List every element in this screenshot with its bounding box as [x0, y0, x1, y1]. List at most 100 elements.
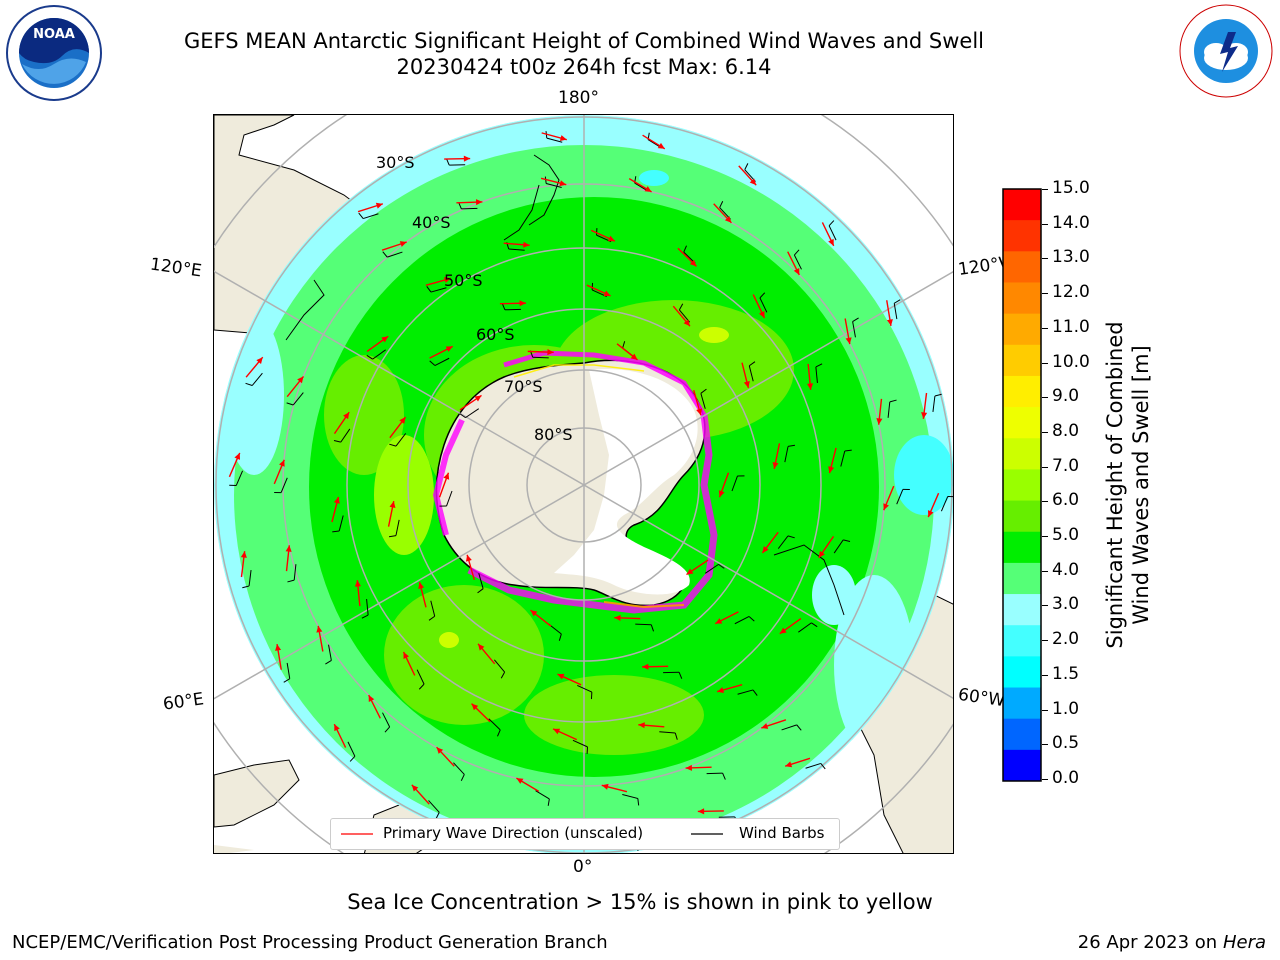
colorbar-tick-label: 7.0: [1052, 455, 1080, 476]
wave-direction-arrow: [465, 554, 475, 580]
wind-barb: [446, 158, 466, 166]
wind-barbs-layer: [229, 131, 953, 851]
wind-barb: [382, 712, 391, 733]
wave-direction-arrow: [821, 222, 835, 247]
wave-direction-arrow: [316, 625, 324, 652]
wave-direction-arrow: [411, 784, 430, 805]
wind-barb: [704, 563, 725, 574]
colorbar-tick-mark: [1042, 293, 1048, 295]
wave-direction-arrow: [471, 703, 491, 723]
wave-direction-arrow: [477, 643, 496, 665]
colorbar-segment: [1003, 500, 1041, 533]
wind-barb: [748, 361, 756, 382]
latitude-label-40s: 40°S: [412, 213, 451, 232]
wave-direction-arrow: [552, 728, 578, 741]
wind-barb: [781, 724, 802, 731]
wave-direction-arrow: [459, 394, 482, 411]
colorbar-tick-mark: [1042, 362, 1048, 364]
colorbar-label-line2: Wind Waves and Swell [m]: [1129, 345, 1153, 625]
colorbar-tick-label: 0.5: [1052, 733, 1080, 754]
colorbar-tick-mark: [1042, 709, 1048, 711]
colorbar-tick-label: 14.0: [1052, 212, 1090, 233]
map-canvas: [214, 115, 953, 853]
wave-direction-arrow: [425, 277, 452, 286]
wind-barb: [347, 741, 356, 762]
colorbar-label: Significant Height of Combined Wind Wave…: [1102, 321, 1154, 648]
longitude-label-0: 0°: [573, 857, 593, 877]
colorbar-segment: [1003, 594, 1041, 626]
colorbar-tick-label: 8.0: [1052, 420, 1080, 441]
colorbar-tick-mark: [1042, 397, 1048, 399]
map-panel: 30°S 40°S 50°S 60°S 70°S 80°S: [213, 114, 954, 854]
colorbar-tick-label: 15.0: [1052, 178, 1090, 198]
wave-direction-arrow: [275, 644, 282, 670]
colorbar-label-line1: Significant Height of Combined: [1103, 321, 1127, 649]
credit-text: NCEP/EMC/Verification Post Processing Pr…: [12, 932, 608, 953]
latitude-label-70s: 70°S: [504, 377, 543, 396]
antarctica: [432, 350, 718, 614]
wind-barb: [426, 286, 447, 293]
wave-direction-arrow: [333, 411, 350, 435]
wave-direction-arrow: [616, 343, 638, 361]
wave-direction-arrow: [714, 611, 739, 625]
colorbar-tick-label: 6.0: [1052, 490, 1080, 511]
wave-direction-arrow: [499, 300, 526, 307]
wind-barb: [893, 299, 901, 320]
wave-direction-arrow: [240, 551, 247, 578]
wave-direction-arrow: [402, 651, 416, 676]
colorbar-tick-label: 5.0: [1052, 525, 1080, 546]
colorbar-tick-mark: [1042, 258, 1048, 260]
colorbar-segment: [1003, 407, 1041, 439]
colorbar-tick-label: 1.5: [1052, 663, 1080, 684]
wave-direction-arrow: [614, 614, 641, 621]
wind-barb: [453, 762, 465, 781]
colorbar-tick-label: 9.0: [1052, 386, 1080, 407]
wave-direction-arrow: [557, 673, 582, 686]
wave-direction-arrow: [844, 318, 852, 345]
wave-direction-arrow: [741, 362, 750, 389]
colorbar-segment: [1003, 438, 1041, 470]
wind-barb: [798, 622, 818, 633]
wind-barb: [493, 659, 506, 679]
wave-direction-arrow: [772, 443, 781, 469]
wave-direction-arrow: [389, 416, 407, 439]
wave-direction-arrow: [638, 722, 665, 729]
wind-barb: [622, 794, 640, 806]
wave-direction-arrow: [807, 363, 814, 390]
colorbar-segment: [1003, 531, 1041, 564]
wave-direction-arrow: [381, 241, 407, 251]
colorbar-tick-mark: [1042, 744, 1048, 746]
run-date-text: 26 Apr 2023 on: [1077, 932, 1223, 953]
wave-direction-arrow: [761, 531, 779, 554]
wave-direction-arrow: [456, 199, 483, 206]
wind-barb: [332, 515, 344, 533]
wind-barb: [286, 392, 304, 406]
wind-barb: [731, 475, 745, 492]
colorbar-segment: [1003, 313, 1041, 346]
colorbar-segment: [1003, 656, 1041, 689]
colorbar-tick-label: 3.0: [1052, 594, 1080, 615]
wind-barb: [896, 488, 910, 505]
wave-direction-arrow: [601, 783, 628, 793]
wave-direction-arrow: [541, 132, 567, 141]
coastlines: [285, 154, 845, 616]
sea-ice-note: Sea Ice Concentration > 15% is shown in …: [347, 890, 933, 914]
graticule: [214, 115, 953, 853]
wind-barb: [784, 444, 796, 463]
colorbar: [1002, 188, 1042, 782]
wave-direction-arrow: [718, 472, 730, 498]
wave-direction-arrow: [927, 492, 940, 518]
run-machine: Hera: [1222, 932, 1266, 953]
wave-direction-arrow: [354, 580, 361, 607]
wind-barb: [458, 202, 478, 210]
colorbar-tick-label: 0.0: [1052, 768, 1080, 788]
colorbar-segment: [1003, 282, 1041, 315]
wind-barb: [459, 408, 480, 419]
wave-direction-arrow: [713, 203, 732, 224]
wind-barb: [700, 388, 707, 409]
wave-direction-arrow: [366, 335, 389, 352]
wind-barb: [852, 317, 859, 338]
colorbar-tick-mark: [1042, 640, 1048, 642]
colorbar-segment: [1003, 687, 1041, 720]
wind-barb: [805, 762, 826, 770]
